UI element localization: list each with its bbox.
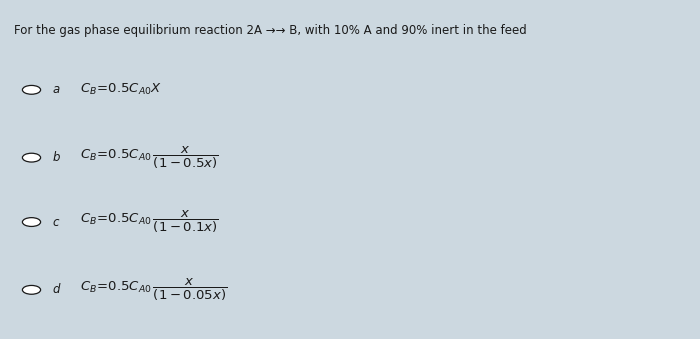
Text: $C_B\!=\!0.5C_{A0}\,\dfrac{x}{(1-0.1x)}$: $C_B\!=\!0.5C_{A0}\,\dfrac{x}{(1-0.1x)}$ (80, 209, 219, 235)
Circle shape (22, 218, 41, 226)
Circle shape (22, 85, 41, 94)
Text: $C_B\!=\!0.5C_{A0}\,\dfrac{x}{(1-0.05x)}$: $C_B\!=\!0.5C_{A0}\,\dfrac{x}{(1-0.05x)}… (80, 277, 228, 303)
Text: a: a (52, 83, 60, 96)
Circle shape (22, 153, 41, 162)
Text: $C_B\!=\!0.5C_{A0}\,\dfrac{x}{(1-0.5x)}$: $C_B\!=\!0.5C_{A0}\,\dfrac{x}{(1-0.5x)}$ (80, 144, 219, 171)
Text: For the gas phase equilibrium reaction 2A →→ B, with 10% A and 90% inert in the : For the gas phase equilibrium reaction 2… (14, 24, 526, 37)
Text: c: c (52, 216, 59, 228)
Text: $C_B\!=\!0.5C_{A0}X$: $C_B\!=\!0.5C_{A0}X$ (80, 82, 162, 97)
Circle shape (22, 285, 41, 294)
Text: d: d (52, 283, 60, 296)
Text: b: b (52, 151, 60, 164)
